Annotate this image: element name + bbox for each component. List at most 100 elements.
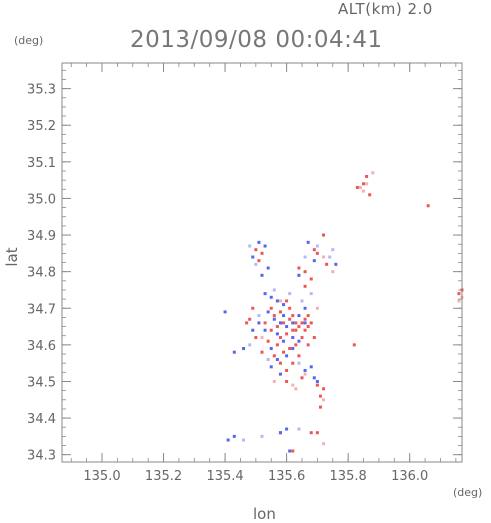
data-point: [266, 339, 270, 343]
data-point: [300, 299, 304, 303]
x-tick-label: 135.0: [83, 469, 120, 484]
data-point: [269, 295, 273, 299]
data-point: [282, 321, 286, 325]
data-point: [232, 434, 236, 438]
data-point: [288, 292, 292, 296]
x-axis-label: lon: [253, 505, 276, 523]
y-tick-label: 34.3: [27, 449, 56, 464]
x-axis-unit: (deg): [453, 486, 483, 499]
data-point: [291, 347, 295, 351]
data-point: [260, 336, 264, 340]
data-point: [300, 336, 304, 340]
data-point: [266, 266, 270, 270]
data-point: [285, 332, 289, 336]
data-point: [306, 314, 310, 318]
data-point: [248, 317, 252, 321]
data-point: [291, 314, 295, 318]
data-point: [371, 171, 375, 175]
data-point: [294, 328, 298, 332]
data-point: [288, 347, 292, 351]
data-point: [291, 321, 295, 325]
data-point: [288, 317, 292, 321]
data-point: [257, 314, 261, 318]
data-point: [291, 328, 295, 332]
data-point: [278, 310, 282, 314]
data-point: [272, 288, 276, 292]
data-point: [269, 328, 273, 332]
data-point: [291, 336, 295, 340]
data-point: [352, 343, 356, 347]
data-point: [303, 255, 307, 259]
data-point: [303, 368, 307, 372]
data-point: [263, 321, 267, 325]
data-point: [260, 434, 264, 438]
data-point: [312, 248, 316, 252]
data-point: [260, 350, 264, 354]
data-point: [278, 431, 282, 435]
data-point: [282, 350, 286, 354]
x-tick-label: 136.0: [391, 469, 428, 484]
data-point: [275, 325, 279, 329]
data-point: [285, 325, 289, 329]
x-tick-label: 135.2: [145, 469, 182, 484]
data-point: [309, 321, 313, 325]
data-point: [263, 292, 267, 296]
data-point: [297, 339, 301, 343]
data-point: [331, 248, 335, 252]
data-point: [306, 240, 310, 244]
data-point: [242, 438, 246, 442]
data-point: [294, 343, 298, 347]
data-point: [365, 182, 369, 186]
data-point: [263, 328, 267, 332]
data-point: [269, 347, 273, 351]
data-point: [365, 174, 369, 178]
data-point: [291, 383, 295, 387]
data-point: [309, 365, 313, 369]
plot-frame: [61, 62, 463, 463]
data-point: [294, 387, 298, 391]
data-point: [303, 284, 307, 288]
data-point: [362, 189, 366, 193]
data-point: [254, 336, 258, 340]
data-point: [315, 431, 319, 435]
data-point: [315, 306, 319, 310]
data-point: [322, 255, 326, 259]
data-point: [334, 262, 338, 266]
data-point: [285, 299, 289, 303]
data-point: [282, 339, 286, 343]
x-tick-label: 135.6: [268, 469, 305, 484]
data-point: [248, 343, 252, 347]
chart-title: 2013/09/08 00:04:41: [130, 27, 383, 53]
data-point: [266, 358, 270, 362]
data-point: [303, 306, 307, 310]
data-point: [275, 299, 279, 303]
data-point: [278, 361, 282, 365]
data-point: [272, 354, 276, 358]
y-tick-label: 35.2: [27, 119, 56, 134]
y-tick-label: 35.3: [27, 83, 56, 98]
data-point: [309, 292, 313, 296]
data-point: [318, 405, 322, 409]
data-point: [260, 273, 264, 277]
data-point: [328, 255, 332, 259]
y-tick-label: 34.4: [27, 412, 56, 427]
data-point: [297, 427, 301, 431]
data-point: [248, 244, 252, 248]
y-tick-label: 34.7: [27, 302, 56, 317]
data-point: [275, 332, 279, 336]
data-point: [226, 438, 230, 442]
data-point: [322, 233, 326, 237]
data-point: [285, 427, 289, 431]
data-point: [297, 361, 301, 365]
data-point: [251, 306, 255, 310]
y-axis-unit: (deg): [14, 34, 44, 47]
data-point: [254, 262, 258, 266]
data-point: [309, 277, 313, 281]
data-point: [272, 314, 276, 318]
x-tick-label: 135.4: [206, 469, 243, 484]
data-point: [303, 372, 307, 376]
data-point: [358, 185, 362, 189]
data-point: [285, 368, 289, 372]
data-point: [315, 251, 319, 255]
